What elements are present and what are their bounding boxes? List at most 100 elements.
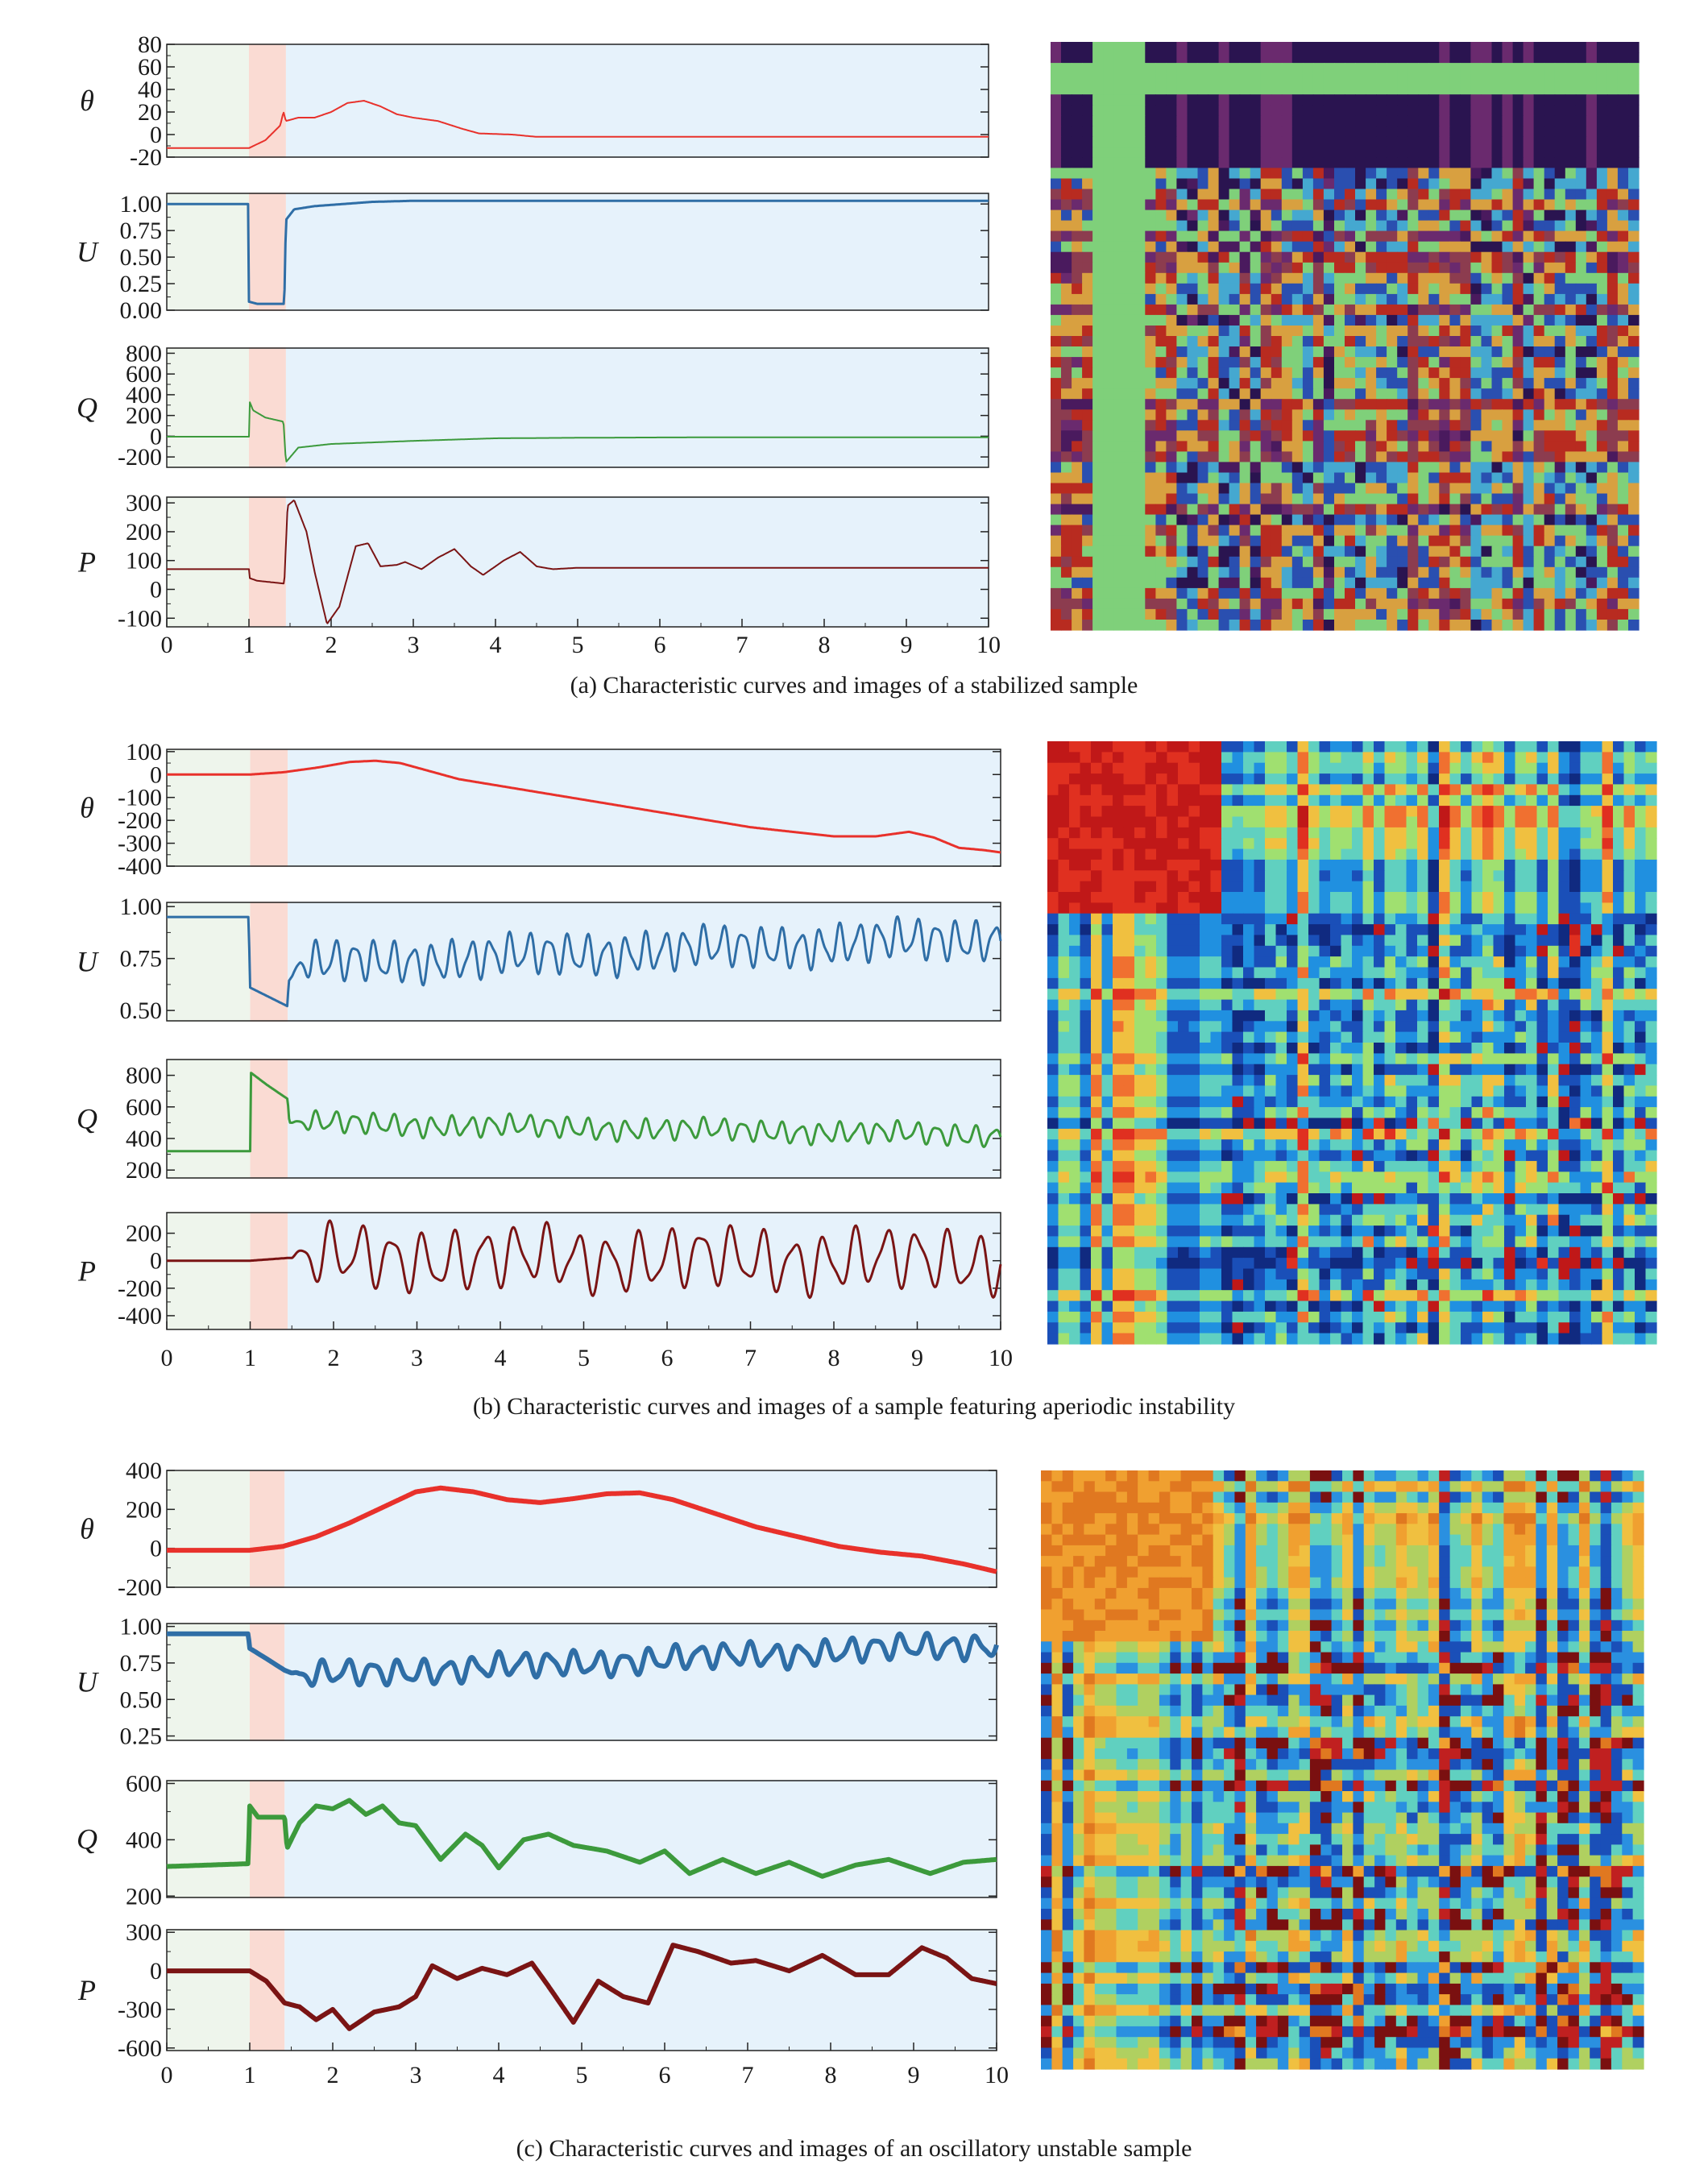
image-cell — [1352, 1021, 1364, 1033]
image-cell — [1591, 902, 1603, 914]
image-cell — [1376, 63, 1387, 74]
image-cell — [1297, 838, 1309, 850]
image-cell — [1502, 535, 1514, 547]
image-cell — [1155, 399, 1167, 410]
image-cell — [1334, 157, 1345, 168]
image-cell — [1544, 314, 1556, 326]
image-cell — [1575, 504, 1587, 516]
image-cell — [1103, 189, 1114, 201]
image-cell — [1113, 283, 1125, 295]
image-cell — [1260, 378, 1272, 389]
image-cell — [1596, 251, 1608, 263]
image-cell — [1061, 556, 1072, 568]
image-cell — [1101, 741, 1113, 753]
image-cell — [1072, 199, 1083, 211]
image-cell — [1103, 367, 1114, 379]
image-cell — [1134, 189, 1146, 201]
image-cell — [1406, 816, 1418, 828]
image-cell — [1145, 566, 1156, 579]
image-cell — [1395, 762, 1407, 774]
image-cell — [1134, 178, 1146, 190]
image-cell — [1319, 999, 1331, 1011]
image-cell — [1355, 525, 1366, 537]
image-cell — [1366, 535, 1377, 547]
image-cell — [1523, 336, 1535, 347]
image-cell — [1069, 773, 1081, 786]
image-cell — [1167, 1021, 1179, 1033]
image-cell — [1575, 230, 1587, 243]
image-cell — [1275, 945, 1287, 957]
image-cell — [1155, 378, 1167, 389]
image-cell — [1254, 935, 1266, 947]
y-tick-label: 0 — [150, 576, 162, 603]
image-cell — [1265, 784, 1277, 796]
image-cell — [1355, 367, 1366, 379]
image-cell — [1544, 272, 1556, 284]
image-cell — [1558, 870, 1570, 882]
image-cell — [1323, 577, 1335, 589]
image-cell — [1275, 924, 1287, 936]
image-cell — [1635, 859, 1647, 871]
image-cell — [1491, 304, 1503, 316]
image-cell — [1628, 209, 1640, 222]
subplot-gap — [165, 1179, 1002, 1212]
image-cell — [1047, 1010, 1059, 1022]
image-cell — [1072, 304, 1083, 316]
image-cell — [1491, 367, 1503, 379]
image-cell — [1334, 451, 1345, 462]
image-cell — [1645, 945, 1657, 957]
image-cell — [1428, 230, 1440, 243]
image-cell — [1092, 63, 1104, 74]
image-cell — [1449, 304, 1461, 316]
image-cell — [1536, 773, 1548, 786]
image-cell — [1082, 472, 1093, 484]
image-cell — [1323, 388, 1335, 400]
image-cell — [1051, 535, 1062, 547]
image-cell — [1221, 977, 1233, 989]
image-cell — [1188, 794, 1200, 807]
image-cell — [1387, 283, 1398, 295]
image-cell — [1156, 794, 1168, 807]
image-cell — [1491, 525, 1503, 537]
image-cell — [1187, 63, 1199, 74]
image-cell — [1221, 999, 1233, 1011]
image-cell — [1334, 493, 1345, 505]
image-cell — [1092, 336, 1104, 347]
image-cell — [1407, 126, 1419, 137]
image-cell — [1602, 838, 1614, 850]
image-cell — [1536, 827, 1548, 839]
image-cell — [1345, 598, 1356, 610]
image-cell — [1628, 430, 1640, 442]
image-cell — [1623, 806, 1635, 818]
image-cell — [1602, 1021, 1614, 1033]
image-cell — [1232, 977, 1244, 989]
image-cell — [1533, 378, 1545, 389]
image-cell — [1395, 1031, 1407, 1043]
image-cell — [1239, 94, 1251, 106]
image-cell — [1176, 147, 1188, 158]
y-tick-label: 0.75 — [120, 946, 163, 973]
image-cell — [1596, 472, 1608, 484]
image-cell — [1069, 1010, 1081, 1022]
image-cell — [1260, 577, 1272, 589]
image-cell — [1613, 794, 1625, 807]
image-cell — [1229, 399, 1241, 410]
image-cell — [1334, 367, 1345, 379]
image-cell — [1113, 84, 1125, 95]
image-cell — [1281, 346, 1293, 358]
image-cell — [1345, 178, 1356, 190]
image-cell — [1312, 598, 1325, 610]
image-cell — [1526, 956, 1538, 968]
image-cell — [1460, 336, 1471, 347]
image-cell — [1544, 378, 1556, 389]
image-cell — [1113, 189, 1125, 201]
image-cell — [1533, 63, 1545, 74]
image-cell — [1395, 956, 1407, 968]
image-cell — [1397, 126, 1408, 137]
image-cell — [1092, 535, 1104, 547]
image-cell — [1210, 827, 1222, 839]
image-cell — [1051, 115, 1062, 126]
image-cell — [1221, 870, 1233, 882]
image-cell — [1188, 1010, 1200, 1022]
image-cell — [1460, 525, 1471, 537]
